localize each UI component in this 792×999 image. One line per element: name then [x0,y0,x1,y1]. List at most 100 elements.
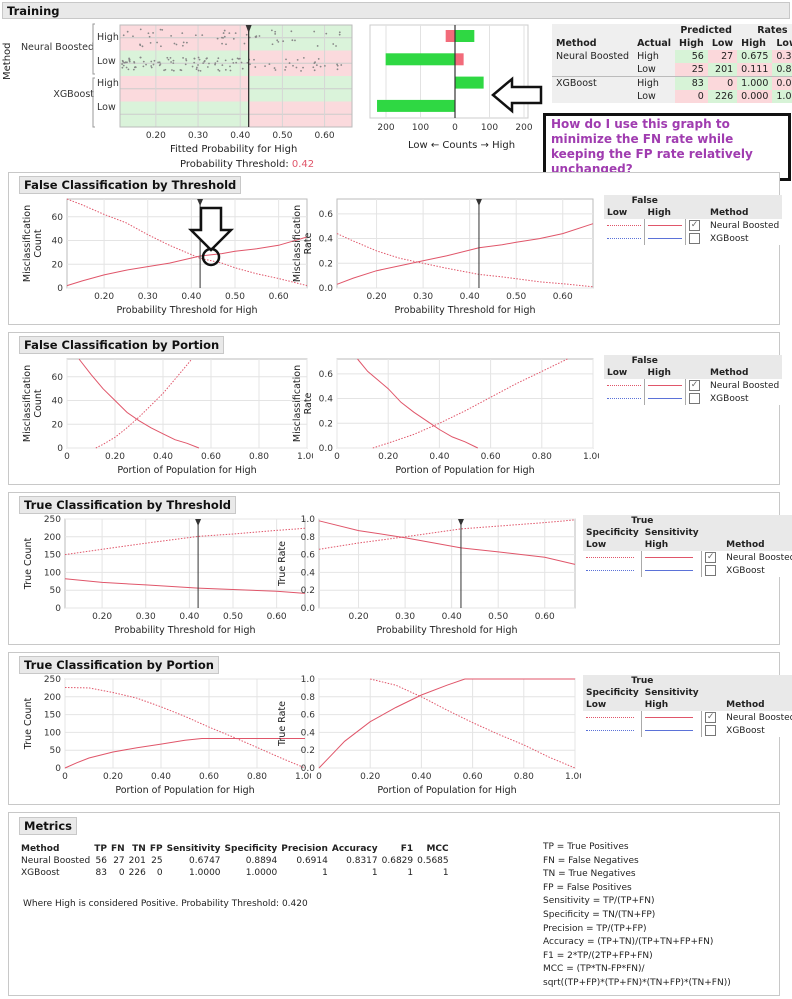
data-point [231,58,234,61]
section-header[interactable]: True Classification by Threshold [19,496,236,514]
x-axis-label: Probability Threshold for High [117,305,258,316]
legend: True Specificity Sensitivity Low High Method ✓… [583,675,792,737]
x-axis-label: Probability Threshold for High [377,625,518,636]
legend-item-label[interactable]: XGBoost [710,233,749,244]
legend-item-label[interactable]: Neural Boosted [726,712,792,723]
legend-item-label[interactable]: XGBoost [726,565,765,576]
legend-row: ✓ Neural Boosted [583,551,792,564]
threshold-handle[interactable] [475,199,482,206]
legend-item-label[interactable]: Neural Boosted [726,552,792,563]
section-false-classification-by-threshold: False Classification by Threshold 0.20 0.3… [8,172,783,325]
checkbox-checked[interactable]: ✓ [705,712,717,723]
data-point [217,57,220,60]
data-point [253,58,255,61]
legend-item-label[interactable]: Neural Boosted [710,380,780,391]
x-tick-label: 0.60 [481,452,501,462]
checkbox-checked[interactable]: ✓ [689,220,700,231]
chart-left[interactable]: 0.20 0.30 0.40 0.50 0.60 0 50 100 150 200 250 Proba… [17,514,311,642]
section-header[interactable]: False Classification by Threshold [19,176,242,194]
solid-line-swatch [645,729,694,731]
section-header[interactable]: False Classification by Portion [19,336,225,354]
checkbox[interactable] [705,725,717,736]
x-tick-label: 0 [452,123,458,133]
chart-right[interactable]: 0.20 0.30 0.40 0.50 0.60 0.0 0.2 0.4 0.6 0.8 1.0 Pr… [271,514,581,642]
threshold-label: Probability Threshold: [180,159,289,170]
fitted-probability-plot[interactable]: 0.20 0.30 0.40 0.50 0.60 [92,22,362,144]
cell-actual: Low [633,63,676,77]
training-header[interactable]: Training [2,2,790,19]
confusion-matrix-table: Predicted Rates Method Actual High Low High Lo… [552,24,792,103]
x-tick-label: 0.20 [94,292,114,302]
x-tick-label: 0.40 [153,452,173,462]
data-point [152,63,155,66]
formula-line: Precision = TP/(TP+FP) [543,923,647,934]
series-line-neural-boosted-high [64,738,305,769]
checkbox[interactable] [705,565,717,576]
legend-item-label[interactable]: XGBoost [726,725,765,736]
data-point [126,30,129,33]
legend-item-label[interactable]: XGBoost [710,393,749,404]
data-point [241,67,244,70]
chart-right[interactable]: 00.200.400.600.801.000.00.20.40.60.81.0P… [271,674,581,802]
legend-item-label[interactable]: Neural Boosted [710,220,780,231]
y-tick-label: 0.6 [319,370,334,380]
data-point [122,34,125,37]
metrics-cell: 27 [113,856,125,866]
data-point [203,60,206,63]
x-tick-label: 0.50 [223,612,243,622]
cell-ph: 56 [675,50,708,63]
chart-right[interactable]: 0 0.20 0.40 0.60 0.80 1.00 0.0 0.2 0.4 0.6 Portion… [289,354,599,482]
data-point [122,64,125,67]
cell-rl: 1.000 [772,90,792,103]
checkbox[interactable] [689,393,700,404]
data-point [121,59,124,62]
threshold-handle[interactable] [457,519,464,526]
data-point [248,36,251,39]
y-axis-label: MisclassificationRate [292,205,314,282]
checkbox-checked[interactable]: ✓ [705,552,717,563]
threshold-handle[interactable] [245,25,252,33]
x-tick-label: 1.00 [295,772,311,782]
chart-left[interactable]: 0.20 0.30 0.40 0.50 0.60 0 20 40 60 Probability T… [19,194,313,322]
data-point [294,39,296,42]
chart-left[interactable]: 0 0.20 0.40 0.60 0.80 1.00 0 50 100 150 200 250 Port… [17,674,311,802]
series-line-neural-boosted-low [318,519,576,550]
x-tick-label: 200 [515,123,532,133]
x-tick-label: 0.60 [463,772,483,782]
data-point [139,44,142,47]
x-tick-label: 0.30 [188,131,208,141]
data-point [222,32,225,34]
data-point [236,57,239,60]
dotted-line-swatch [607,224,641,226]
data-point [182,57,184,59]
solid-line-swatch [648,224,682,226]
y-tick-label: 250 [44,675,61,685]
threshold-value[interactable]: 0.42 [291,159,315,170]
data-point [201,34,204,37]
row-label: Low [97,56,116,67]
solid-line-swatch [648,384,682,386]
data-point [185,41,188,44]
chart-right[interactable]: 0.20 0.30 0.40 0.50 0.60 0.0 0.2 0.4 0.6 Probabil… [289,194,599,322]
threshold-handle[interactable] [197,199,204,206]
metrics-row: XGBoost 83 0 226 0 1.0000 1.0000 1 1 1 1 [19,867,451,879]
legend-group: True [583,675,702,687]
cell-pl: 0 [707,76,738,90]
checkbox-checked[interactable]: ✓ [689,380,700,391]
data-point [221,42,223,45]
metrics-col-header: FN [110,844,125,854]
chart-left[interactable]: 0 0.20 0.40 0.60 0.80 1.00 0 20 40 60 Portion of P… [19,354,313,482]
data-point [319,65,322,68]
plot-frame [336,198,594,289]
section-header[interactable]: True Classification by Portion [19,656,219,674]
x-tick-label: 0.80 [247,772,267,782]
x-tick-label: 0.20 [92,612,112,622]
metrics-header[interactable]: Metrics [19,817,78,835]
data-point [214,63,216,66]
y-tick-label: 250 [44,515,61,525]
data-point [134,66,137,68]
x-tick-label: 0.20 [349,612,369,622]
threshold-handle[interactable] [195,519,202,526]
metrics-cell: 56 [95,856,107,866]
checkbox[interactable] [689,233,700,244]
